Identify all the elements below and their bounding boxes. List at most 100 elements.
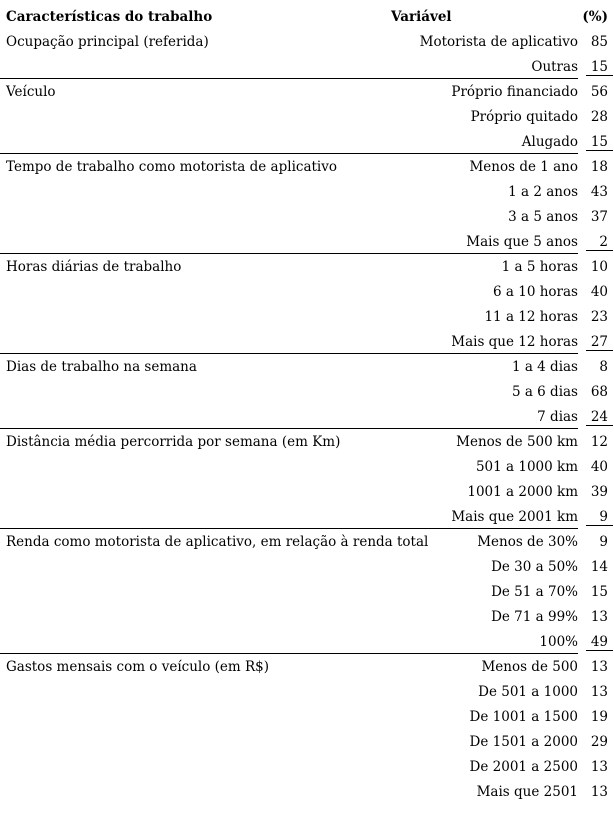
table-row: Ocupação principal (referida) Motorista d… bbox=[0, 30, 614, 55]
percent-value: 49 bbox=[590, 634, 608, 650]
variable-value: Alugado bbox=[521, 134, 578, 150]
percent-value: 68 bbox=[590, 384, 608, 400]
variable-value: 1 a 4 dias bbox=[511, 359, 578, 375]
variable-value: De 501 a 1000 bbox=[478, 684, 578, 700]
variable-value: Menos de 1 ano bbox=[469, 159, 578, 175]
table-row: Outras 15 bbox=[0, 55, 614, 80]
group-divider-right bbox=[586, 525, 613, 526]
percent-value: 15 bbox=[590, 584, 608, 600]
percent-value: 18 bbox=[590, 159, 608, 175]
variable-value: 1 a 2 anos bbox=[508, 184, 578, 200]
percent-value: 15 bbox=[590, 134, 608, 150]
variable-value: Mais que 12 horas bbox=[451, 334, 578, 350]
table-group: Tempo de trabalho como motorista de apli… bbox=[0, 155, 614, 255]
table-row: Dias de trabalho na semana 1 a 4 dias 8 bbox=[0, 355, 614, 380]
table-row: Veículo Próprio financiado 56 bbox=[0, 80, 614, 105]
table-row: De 51 a 70% 15 bbox=[0, 580, 614, 605]
table-group: Gastos mensais com o veículo (em R$) Meno… bbox=[0, 655, 614, 805]
group-divider-left bbox=[0, 428, 578, 429]
table-group: Horas diárias de trabalho 1 a 5 horas 10 6 … bbox=[0, 255, 614, 355]
characteristic-label: Gastos mensais com o veículo (em R$) bbox=[6, 659, 270, 675]
variable-value: De 71 a 99% bbox=[491, 609, 578, 625]
table-row: Mais que 2501 13 bbox=[0, 780, 614, 805]
variable-value: De 30 a 50% bbox=[491, 559, 578, 575]
table-row: Tempo de trabalho como motorista de apli… bbox=[0, 155, 614, 180]
percent-value: 14 bbox=[590, 559, 608, 575]
table-row: De 30 a 50% 14 bbox=[0, 555, 614, 580]
table-row: 7 dias 24 bbox=[0, 405, 614, 430]
table-row: 3 a 5 anos 37 bbox=[0, 205, 614, 230]
characteristic-label: Ocupação principal (referida) bbox=[6, 34, 209, 50]
variable-value: De 1001 a 1500 bbox=[469, 709, 578, 725]
percent-value: 39 bbox=[590, 484, 608, 500]
table-row: 1 a 2 anos 43 bbox=[0, 180, 614, 205]
variable-value: 100% bbox=[539, 634, 578, 650]
table-row: 11 a 12 horas 23 bbox=[0, 305, 614, 330]
table-group: Distância média percorrida por semana (e… bbox=[0, 430, 614, 530]
percent-value: 23 bbox=[590, 309, 608, 325]
characteristic-label: Distância média percorrida por semana (e… bbox=[6, 434, 341, 450]
group-divider-right bbox=[586, 75, 613, 76]
table-row: Horas diárias de trabalho 1 a 5 horas 10 bbox=[0, 255, 614, 280]
percent-value: 40 bbox=[590, 284, 608, 300]
header-characteristics: Características do trabalho bbox=[6, 9, 213, 25]
group-divider-left bbox=[0, 78, 578, 79]
variable-value: Mais que 5 anos bbox=[466, 234, 578, 250]
percent-value: 13 bbox=[590, 784, 608, 800]
percent-value: 56 bbox=[590, 84, 608, 100]
percent-value: 13 bbox=[590, 759, 608, 775]
table-row: De 71 a 99% 13 bbox=[0, 605, 614, 630]
percent-value: 15 bbox=[590, 59, 608, 75]
percent-value: 13 bbox=[590, 659, 608, 675]
header-variable: Variável bbox=[391, 9, 452, 25]
percent-value: 10 bbox=[590, 259, 608, 275]
table-group: Renda como motorista de aplicativo, em r… bbox=[0, 530, 614, 655]
table-row: De 501 a 1000 13 bbox=[0, 680, 614, 705]
group-divider-left bbox=[0, 253, 578, 254]
percent-value: 12 bbox=[590, 434, 608, 450]
table-row: 501 a 1000 km 40 bbox=[0, 455, 614, 480]
group-divider-right bbox=[586, 250, 613, 251]
table-row: Alugado 15 bbox=[0, 130, 614, 155]
variable-value: Mais que 2001 km bbox=[451, 509, 578, 525]
variable-value: 1001 a 2000 km bbox=[467, 484, 578, 500]
variable-value: 1 a 5 horas bbox=[501, 259, 578, 275]
table-row: De 1001 a 1500 19 bbox=[0, 705, 614, 730]
percent-value: 85 bbox=[590, 34, 608, 50]
group-divider-left bbox=[0, 653, 578, 654]
variable-value: 5 a 6 dias bbox=[511, 384, 578, 400]
characteristic-label: Renda como motorista de aplicativo, em r… bbox=[6, 534, 429, 550]
percent-value: 43 bbox=[590, 184, 608, 200]
percent-value: 19 bbox=[590, 709, 608, 725]
variable-value: Menos de 30% bbox=[477, 534, 578, 550]
table-row: Mais que 5 anos 2 bbox=[0, 230, 614, 255]
variable-value: 7 dias bbox=[537, 409, 578, 425]
percent-value: 24 bbox=[590, 409, 608, 425]
percent-value: 9 bbox=[599, 509, 608, 525]
table-row: 100% 49 bbox=[0, 630, 614, 655]
variable-value: Menos de 500 bbox=[481, 659, 578, 675]
percent-value: 28 bbox=[590, 109, 608, 125]
table-row: Próprio quitado 28 bbox=[0, 105, 614, 130]
variable-value: Menos de 500 km bbox=[456, 434, 578, 450]
table-row: 6 a 10 horas 40 bbox=[0, 280, 614, 305]
characteristic-label: Dias de trabalho na semana bbox=[6, 359, 197, 375]
table-row: Renda como motorista de aplicativo, em r… bbox=[0, 530, 614, 555]
percent-value: 9 bbox=[599, 534, 608, 550]
table-header-row: Características do trabalho Variável (%) bbox=[0, 4, 614, 30]
table-row: Distância média percorrida por semana (e… bbox=[0, 430, 614, 455]
percent-value: 29 bbox=[590, 734, 608, 750]
variable-value: De 51 a 70% bbox=[491, 584, 578, 600]
table-row: De 2001 a 2500 13 bbox=[0, 755, 614, 780]
table-row: Gastos mensais com o veículo (em R$) Meno… bbox=[0, 655, 614, 680]
percent-value: 37 bbox=[590, 209, 608, 225]
variable-value: 11 a 12 horas bbox=[484, 309, 578, 325]
table-row: Mais que 12 horas 27 bbox=[0, 330, 614, 355]
percent-value: 13 bbox=[590, 684, 608, 700]
percent-value: 40 bbox=[590, 459, 608, 475]
group-divider-right bbox=[586, 350, 613, 351]
percent-value: 8 bbox=[599, 359, 608, 375]
characteristic-label: Veículo bbox=[6, 84, 56, 100]
variable-value: Mais que 2501 bbox=[476, 784, 578, 800]
